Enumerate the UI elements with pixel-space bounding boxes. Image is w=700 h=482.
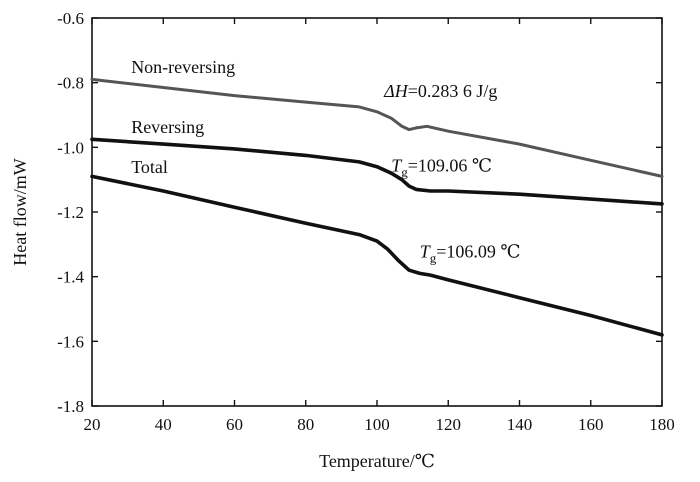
series-line-reversing [90, 137, 664, 206]
x-tick-label: 40 [155, 415, 172, 434]
x-tick-label: 60 [226, 415, 243, 434]
series-label: Reversing [131, 117, 204, 137]
x-tick-label: 140 [507, 415, 533, 434]
series-group [90, 77, 664, 337]
x-tick-label: 180 [649, 415, 675, 434]
y-tick-label: -1.8 [57, 397, 84, 416]
y-tick-label: -0.6 [57, 9, 84, 28]
y-axis-title: Heat flow/mW [10, 158, 30, 265]
x-tick-label: 160 [578, 415, 604, 434]
series-line-total [90, 174, 664, 337]
y-tick-label: -1.2 [57, 203, 84, 222]
labels-group: Non-reversing Reversing Total [131, 57, 235, 177]
x-tick-label: 20 [84, 415, 101, 434]
annotation-tg1: Tg=109.06 ℃ [391, 156, 492, 180]
series-line-non-reversing [90, 77, 664, 178]
y-tick-label: -1.6 [57, 332, 84, 351]
y-tick-label: -1.4 [57, 268, 84, 287]
annotation-dh: ΔH=0.283 6 J/g [383, 81, 497, 101]
x-tick-label: 80 [297, 415, 314, 434]
annotation-tg2: Tg=106.09 ℃ [420, 241, 521, 265]
ticks [91, 17, 663, 407]
annotations: ΔH=0.283 6 J/g Tg=109.06 ℃ Tg=106.09 ℃ [383, 81, 520, 265]
x-tick-label: 120 [436, 415, 462, 434]
series-label: Total [131, 157, 168, 177]
tick-labels: 20 40 60 80 100 120 140 160 180 -0.6 -0.8 -1.0 -1.2 -… [57, 9, 675, 434]
series-label: Non-reversing [131, 57, 235, 77]
x-tick-label: 100 [364, 415, 390, 434]
y-tick-label: -1.0 [57, 138, 84, 157]
y-tick-label: -0.8 [57, 74, 84, 93]
x-axis-title: Temperature/℃ [319, 451, 435, 471]
